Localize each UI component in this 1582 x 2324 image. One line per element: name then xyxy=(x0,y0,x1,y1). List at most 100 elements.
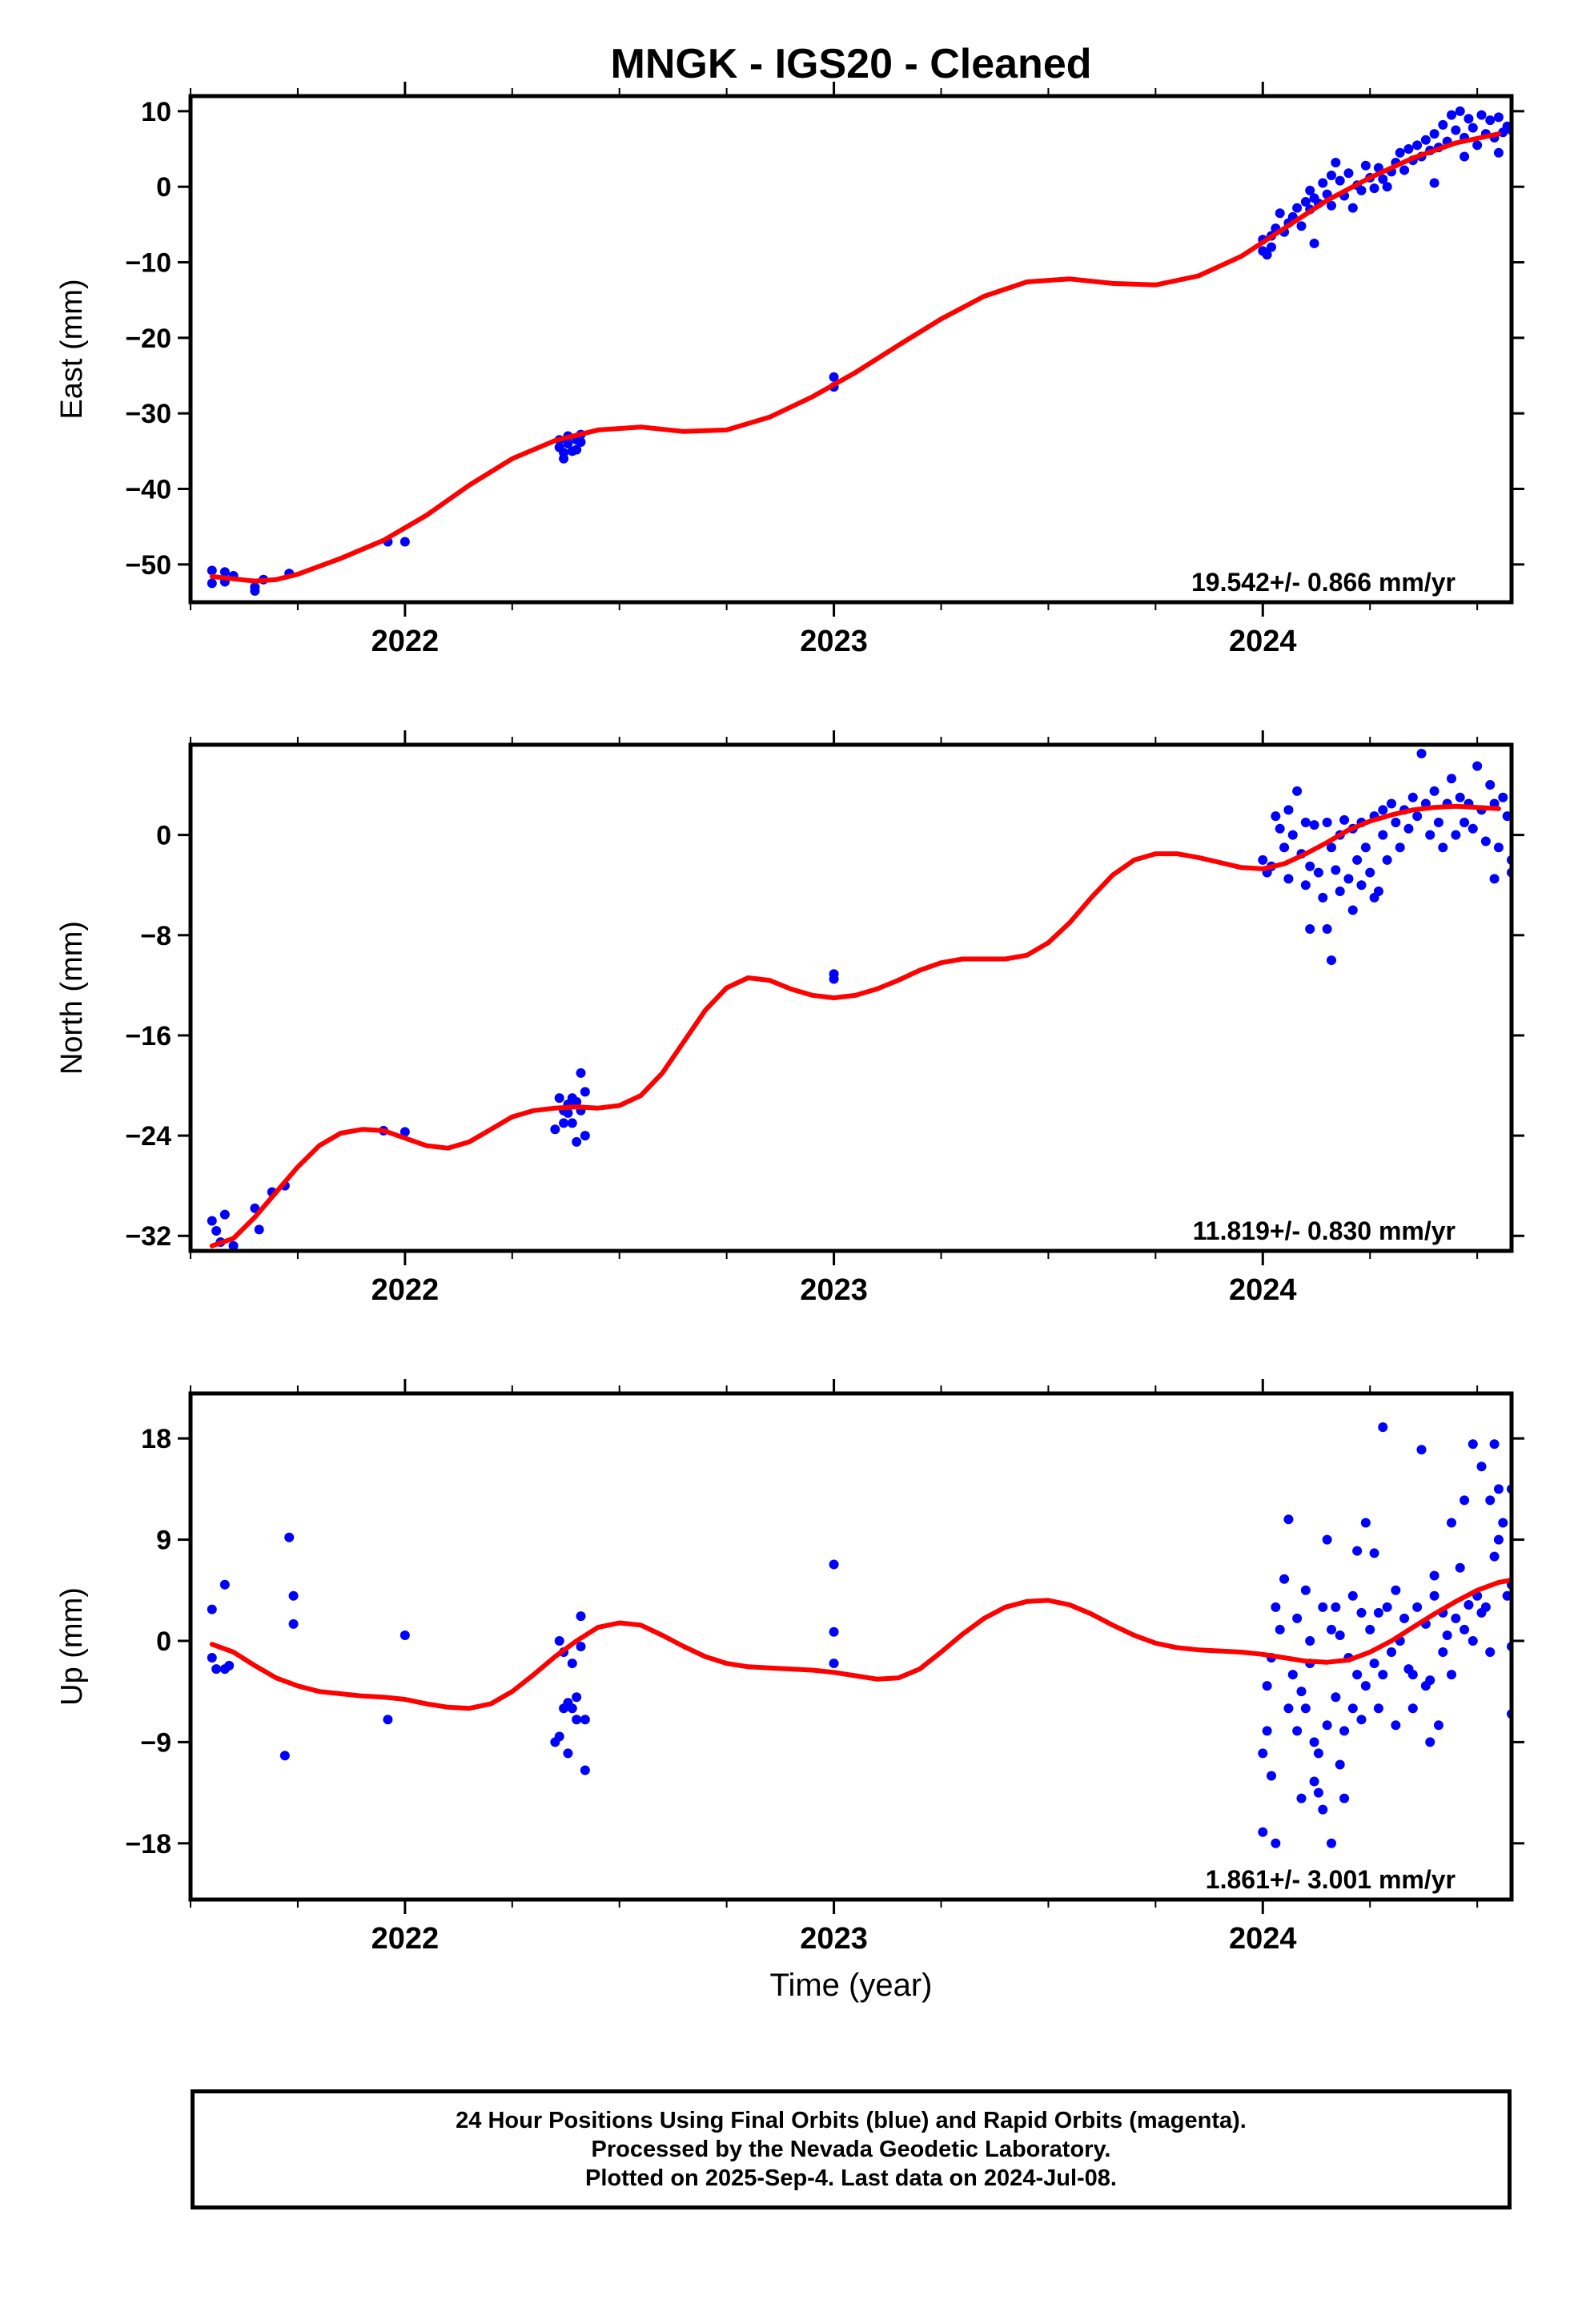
east-data-point xyxy=(207,565,217,576)
up-data-point xyxy=(1331,1692,1341,1703)
north-data-point xyxy=(1335,887,1345,897)
north-data-point xyxy=(1258,854,1268,865)
up-data-point xyxy=(1442,1630,1452,1640)
north-data-point xyxy=(1271,811,1281,822)
east-data-point xyxy=(1429,129,1439,139)
up-data-point xyxy=(1433,1720,1443,1731)
north-y-tick-label: −24 xyxy=(125,1121,171,1152)
up-data-point xyxy=(1267,1771,1276,1781)
east-y-tick-label: −20 xyxy=(125,324,171,354)
up-data-point xyxy=(1327,1838,1336,1848)
east-data-point xyxy=(1356,185,1367,195)
up-data-point xyxy=(1407,1670,1418,1680)
up-data-point xyxy=(1489,1439,1500,1449)
up-data-point xyxy=(580,1715,590,1725)
north-data-point xyxy=(576,1068,586,1078)
east-x-tick-label: 2024 xyxy=(1229,625,1297,658)
up-y-axis-label: Up (mm) xyxy=(55,1587,89,1706)
east-data-point xyxy=(1412,140,1423,151)
up-data-point xyxy=(1460,1495,1470,1506)
north-data-point xyxy=(554,1093,564,1104)
up-data-point xyxy=(1271,1602,1281,1612)
north-data-point xyxy=(1347,905,1358,915)
east-data-point xyxy=(1395,147,1405,158)
up-x-tick-label: 2024 xyxy=(1229,1922,1297,1956)
east-data-point xyxy=(1403,144,1414,155)
north-data-point xyxy=(211,1225,222,1236)
up-data-point xyxy=(1339,1726,1350,1736)
north-y-tick-label: −8 xyxy=(140,921,171,951)
north-data-point xyxy=(572,1096,582,1107)
north-data-point xyxy=(1287,830,1298,840)
up-data-point xyxy=(1464,1600,1474,1610)
up-data-point xyxy=(1313,1748,1323,1759)
east-data-point xyxy=(1382,182,1392,192)
east-data-point xyxy=(572,444,582,455)
up-data-point xyxy=(1425,1675,1435,1686)
up-data-point xyxy=(1283,1703,1294,1714)
east-y-tick-label: −50 xyxy=(125,550,171,581)
north-data-point xyxy=(1305,861,1315,871)
up-data-point xyxy=(1322,1534,1332,1545)
east-data-point xyxy=(1493,147,1504,158)
north-data-point xyxy=(1300,817,1311,827)
north-x-tick-label: 2022 xyxy=(371,1273,440,1307)
east-x-tick-label: 2023 xyxy=(800,625,868,658)
up-y-tick-label: −18 xyxy=(125,1829,171,1860)
north-data-point xyxy=(1416,748,1427,758)
east-data-point xyxy=(1343,168,1354,179)
north-data-point xyxy=(1279,842,1290,853)
up-data-point xyxy=(829,1559,839,1570)
east-data-point xyxy=(559,453,569,464)
up-data-point xyxy=(1399,1613,1410,1623)
up-data-point xyxy=(1493,1534,1504,1545)
up-data-point xyxy=(1292,1726,1303,1736)
east-data-point xyxy=(219,567,230,577)
east-y-axis-label: East (mm) xyxy=(55,279,89,419)
up-data-point xyxy=(1365,1624,1375,1634)
footer-caption-box: 24 Hour Positions Using Final Orbits (bl… xyxy=(191,2089,1512,2209)
up-data-point xyxy=(1382,1602,1392,1612)
north-data-point xyxy=(563,1108,573,1118)
north-data-point xyxy=(228,1240,239,1251)
up-data-point xyxy=(1429,1570,1439,1581)
up-data-point xyxy=(1502,1590,1512,1601)
east-x-tick-label: 2022 xyxy=(371,625,440,658)
up-data-point xyxy=(1360,1518,1371,1528)
up-data-point xyxy=(1378,1670,1388,1680)
up-data-point xyxy=(1447,1518,1456,1528)
up-data-point xyxy=(1283,1514,1294,1525)
north-data-point xyxy=(1502,811,1512,822)
up-data-point xyxy=(1309,1776,1319,1787)
east-data-point xyxy=(1305,185,1315,195)
north-y-axis-label: North (mm) xyxy=(55,921,89,1075)
north-data-point xyxy=(1493,842,1504,853)
up-data-point xyxy=(1327,1624,1336,1634)
north-data-point xyxy=(1313,867,1323,878)
up-data-point xyxy=(1279,1574,1290,1584)
up-data-point xyxy=(572,1715,582,1725)
north-data-point xyxy=(1382,854,1392,865)
east-data-point xyxy=(1399,165,1410,175)
east-data-point xyxy=(1472,140,1483,151)
up-plot-area xyxy=(207,1422,1512,1848)
north-data-point xyxy=(1498,792,1508,802)
north-data-point xyxy=(1283,874,1294,884)
east-data-point xyxy=(1460,151,1470,162)
north-data-point xyxy=(1485,780,1496,790)
north-y-tick-label: −16 xyxy=(125,1021,171,1051)
north-data-point xyxy=(1378,805,1388,815)
north-data-point xyxy=(580,1087,590,1097)
up-data-point xyxy=(1318,1602,1328,1612)
up-data-point xyxy=(567,1659,577,1669)
up-data-point xyxy=(1489,1551,1500,1562)
east-y-tick-label: −40 xyxy=(125,475,171,505)
north-data-point xyxy=(1425,830,1435,840)
north-data-point xyxy=(1339,814,1350,825)
up-data-point xyxy=(1429,1590,1439,1601)
north-data-point xyxy=(1327,955,1336,966)
up-data-point xyxy=(400,1630,410,1640)
north-data-point xyxy=(1365,867,1375,878)
up-data-point xyxy=(1262,1726,1272,1736)
east-data-point xyxy=(1267,242,1276,252)
